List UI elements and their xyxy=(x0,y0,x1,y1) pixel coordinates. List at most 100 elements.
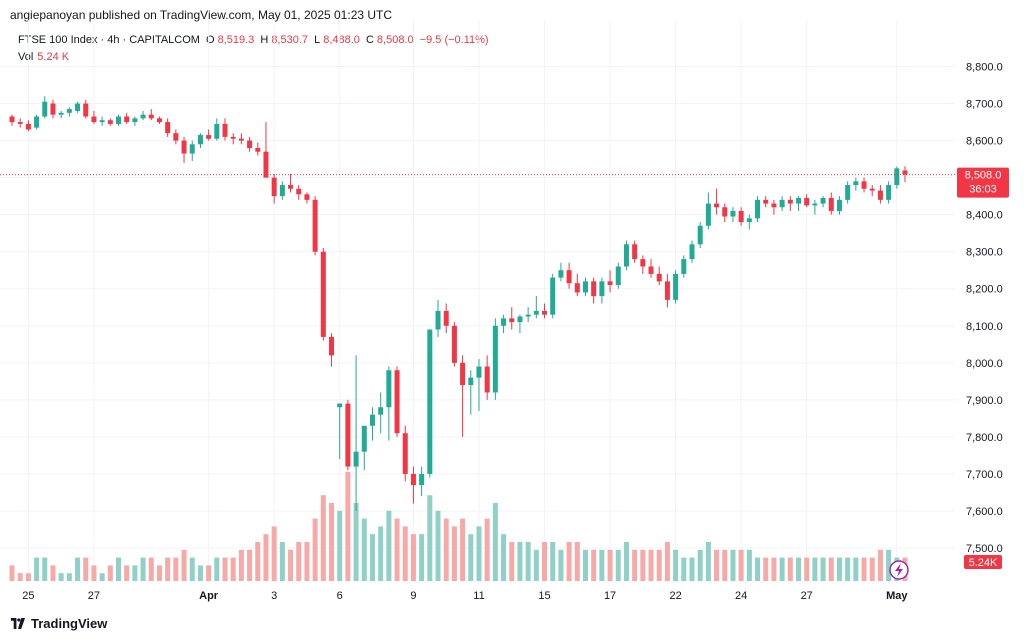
volume-bar xyxy=(476,526,482,581)
volume-bar xyxy=(607,549,613,581)
volume-bar xyxy=(722,549,728,581)
volume-bar xyxy=(107,565,113,581)
candle-body xyxy=(181,140,187,154)
volume-bar xyxy=(501,534,507,581)
volume-legend[interactable]: Vol 5.24 K xyxy=(18,51,69,63)
time-tick-label: 27 xyxy=(88,590,100,602)
volume-bar xyxy=(435,510,441,581)
volume-bar xyxy=(755,557,761,581)
volume-bar xyxy=(99,573,105,581)
candle-body xyxy=(681,259,687,274)
volume-bar xyxy=(132,565,138,581)
volume-bar xyxy=(828,557,834,581)
symbol-name[interactable]: FTSE 100 Index · 4h · CAPITALCOM xyxy=(18,34,200,46)
volume-bar xyxy=(189,557,195,581)
bolt-icon[interactable] xyxy=(889,560,909,580)
volume-bar xyxy=(623,542,629,581)
volume-bar xyxy=(91,565,97,581)
candle-body xyxy=(427,329,433,474)
price-tick-label: 8,700.0 xyxy=(966,99,1003,111)
candle-body xyxy=(771,203,777,208)
candle-body xyxy=(402,433,408,474)
time-tick-label: 17 xyxy=(604,590,616,602)
volume-bar xyxy=(574,542,580,581)
close-value: 8,508.0 xyxy=(376,34,414,46)
candle-body xyxy=(337,403,343,408)
price-tick-label: 7,600.0 xyxy=(966,506,1003,518)
volume-bar xyxy=(394,518,400,581)
candle-body xyxy=(550,277,556,315)
tradingview-footer[interactable]: TradingView xyxy=(10,616,107,631)
high-value: 8,530.7 xyxy=(271,34,309,46)
volume-bar xyxy=(886,549,892,581)
candle-body xyxy=(509,318,515,323)
volume-bar xyxy=(9,565,15,581)
symbol-legend[interactable]: FTSE 100 Index · 4h · CAPITALCOM O 8,519.… xyxy=(18,34,492,46)
candle-body xyxy=(271,177,277,197)
candle-body xyxy=(312,199,318,252)
candle-body xyxy=(66,109,72,113)
price-tick-label: 7,800.0 xyxy=(966,432,1003,444)
candle-body xyxy=(34,116,40,128)
candle-body xyxy=(329,336,335,356)
footer-brand: TradingView xyxy=(31,616,108,631)
candle-body xyxy=(836,199,842,211)
price-tick-label: 8,800.0 xyxy=(966,62,1003,74)
change-value: −9.5 (−0.11%) xyxy=(419,34,489,46)
volume-tag-value: 5.24K xyxy=(969,557,998,569)
volume-bar xyxy=(492,503,498,581)
candle-body xyxy=(288,185,294,189)
candle-body xyxy=(501,318,507,326)
candle-body xyxy=(714,203,720,208)
volume-bar xyxy=(738,549,744,581)
candle-body xyxy=(615,266,621,286)
volume-bar xyxy=(296,542,302,581)
volume-bars xyxy=(9,471,908,581)
candle-body xyxy=(230,136,236,139)
volume-bar xyxy=(746,549,752,581)
volume-bar xyxy=(697,549,703,581)
time-tick-label: 3 xyxy=(271,590,277,602)
volume-bar xyxy=(288,549,294,581)
volume-bar xyxy=(247,549,253,581)
candle-body xyxy=(58,112,64,115)
grid-lines xyxy=(0,20,955,583)
candle-body xyxy=(435,310,441,330)
candle-body xyxy=(361,425,367,452)
volume-bar xyxy=(525,542,531,581)
candle-body xyxy=(17,122,23,124)
volume-bar xyxy=(173,557,179,581)
volume-bar xyxy=(124,565,130,581)
candle-body xyxy=(451,325,457,363)
candle-body xyxy=(861,181,867,189)
price-axis[interactable]: 8,800.0 8,700.0 8,600.0 8,400.0 8,300.0 8,200… xyxy=(966,62,1003,555)
volume-bar xyxy=(271,526,277,581)
volume-bar xyxy=(484,518,490,581)
price-tick-label: 7,900.0 xyxy=(966,395,1003,407)
candle-body xyxy=(869,188,875,191)
last-price-value: 8,508.0 xyxy=(965,170,1002,182)
candle-body xyxy=(820,198,826,204)
volume-bar xyxy=(140,557,146,581)
volume-bar xyxy=(337,510,343,581)
candle-body xyxy=(443,310,449,326)
volume-bar xyxy=(25,573,31,581)
volume-bar xyxy=(566,542,572,581)
candle-body xyxy=(697,225,703,245)
published-header: angiepanoyan published on TradingView.co… xyxy=(10,8,393,22)
candle-body xyxy=(9,116,15,123)
candle-body xyxy=(623,244,629,267)
candle-body xyxy=(214,123,220,139)
volume-bar xyxy=(206,565,212,581)
candle-body xyxy=(894,168,900,186)
countdown-timer: 36:03 xyxy=(969,184,997,196)
volume-bar xyxy=(640,549,646,581)
volume-bar xyxy=(877,549,883,581)
candle-body xyxy=(247,140,253,148)
volume-bar xyxy=(230,557,236,581)
time-axis[interactable]: 25 27 Apr 3 6 9 11 15 17 22 24 27 May xyxy=(22,590,908,602)
candle-body xyxy=(533,310,539,315)
candle-body xyxy=(42,101,48,117)
candle-body xyxy=(304,194,310,200)
